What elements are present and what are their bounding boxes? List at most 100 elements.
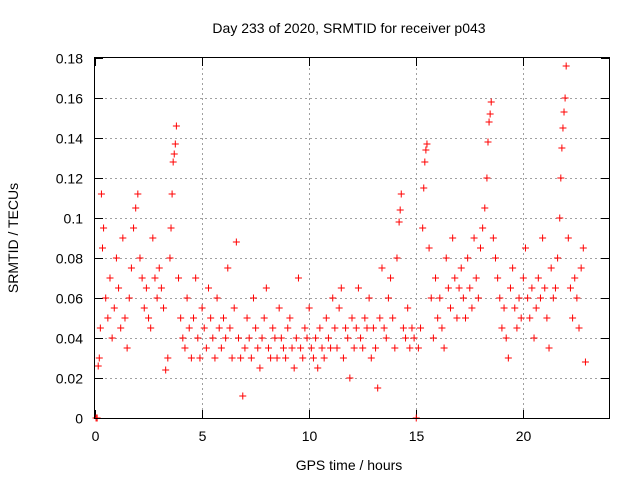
data-point [438, 324, 446, 332]
data-point [282, 354, 290, 362]
y-tick-label: 0.02 [56, 371, 83, 387]
data-point [96, 324, 104, 332]
data-point [502, 334, 510, 342]
data-point [181, 344, 189, 352]
data-point [331, 324, 339, 332]
data-point [245, 334, 253, 342]
data-point [382, 334, 390, 342]
data-point [361, 314, 369, 322]
data-point [541, 284, 549, 292]
data-point [234, 334, 242, 342]
data-point [185, 324, 193, 332]
data-point [500, 304, 508, 312]
data-point [224, 264, 232, 272]
data-point [94, 362, 102, 370]
data-point [369, 324, 377, 332]
data-point [420, 184, 428, 192]
data-point [305, 304, 313, 312]
data-point [155, 264, 163, 272]
data-point [222, 334, 230, 342]
data-point [329, 294, 337, 302]
data-point [249, 294, 257, 302]
data-point [506, 284, 514, 292]
data-point [140, 304, 148, 312]
x-tick-label: 15 [409, 428, 425, 444]
data-point [483, 174, 491, 182]
data-point [474, 294, 482, 302]
data-point [434, 314, 442, 322]
y-axis-label: SRMTID / TECUs [5, 183, 21, 293]
data-point [205, 284, 213, 292]
data-point [254, 344, 262, 352]
data-point [372, 344, 380, 352]
data-point [536, 294, 544, 302]
data-point [130, 224, 138, 232]
data-point [479, 224, 487, 232]
y-tick-label: 0.16 [56, 91, 83, 107]
x-tick-label: 0 [92, 428, 100, 444]
data-point [571, 274, 579, 282]
data-point [117, 324, 125, 332]
data-point [215, 324, 223, 332]
data-point [316, 324, 324, 332]
data-point [209, 334, 217, 342]
data-point [393, 254, 401, 262]
data-point [297, 344, 305, 352]
data-point [102, 294, 110, 302]
data-point [256, 364, 264, 372]
data-point [427, 294, 435, 302]
data-point [123, 344, 131, 352]
data-point [509, 264, 517, 272]
data-point [157, 284, 165, 292]
x-tick-label: 5 [199, 428, 207, 444]
data-point [202, 344, 210, 352]
data-point [378, 264, 386, 272]
data-point [519, 274, 527, 282]
data-point [299, 354, 307, 362]
data-point [168, 190, 176, 198]
data-point [408, 324, 416, 332]
data-point [260, 314, 268, 322]
data-point [153, 294, 161, 302]
data-point [286, 314, 294, 322]
data-point [558, 144, 566, 152]
data-point [179, 334, 187, 342]
data-point [327, 344, 335, 352]
data-point [442, 254, 450, 262]
data-point [284, 324, 292, 332]
data-point [207, 314, 215, 322]
data-point [376, 314, 384, 322]
data-point [164, 354, 172, 362]
data-point [346, 374, 354, 382]
data-point [125, 294, 133, 302]
data-point [556, 214, 564, 222]
data-point [160, 304, 168, 312]
data-point [374, 384, 382, 392]
data-point [190, 314, 198, 322]
data-point [384, 294, 392, 302]
data-point [175, 274, 183, 282]
data-point [115, 284, 123, 292]
data-point [432, 274, 440, 282]
data-point [279, 344, 287, 352]
data-point [312, 334, 320, 342]
data-point [417, 324, 425, 332]
data-point [485, 118, 493, 126]
data-point [484, 138, 492, 146]
data-point [581, 358, 589, 366]
y-tick-label: 0.14 [56, 131, 83, 147]
data-point [526, 314, 534, 322]
data-point [110, 304, 118, 312]
data-point [97, 190, 105, 198]
data-point [348, 314, 356, 322]
data-point [447, 304, 455, 312]
data-point [119, 234, 127, 242]
data-point [504, 354, 512, 362]
data-point [524, 294, 532, 302]
y-tick-label: 0.06 [56, 291, 83, 307]
data-point [422, 146, 430, 154]
data-point [423, 140, 431, 148]
data-point [470, 234, 478, 242]
data-point [560, 108, 568, 116]
data-point [406, 344, 414, 352]
